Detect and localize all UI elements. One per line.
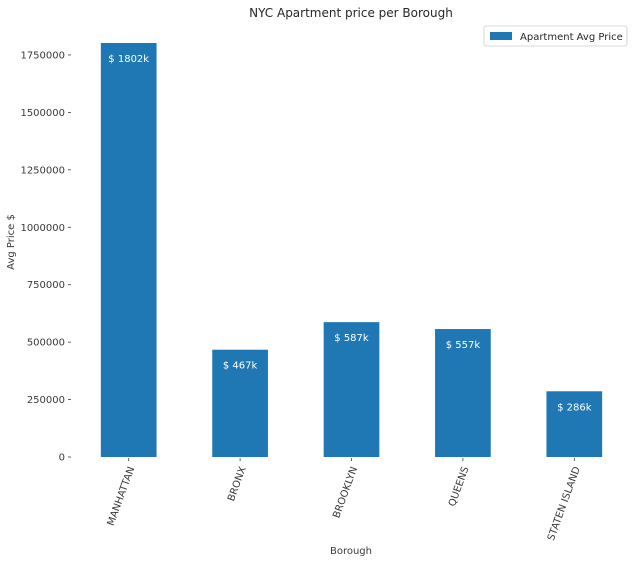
bars — [100, 43, 603, 457]
y-tick-label: 1500000 — [20, 108, 65, 119]
bar-data-label: $ 557k — [446, 340, 481, 351]
x-tick-label: BROOKLYN — [331, 465, 360, 519]
bar-data-label: $ 587k — [334, 333, 369, 344]
title-layer: NYC Apartment price per Borough — [249, 6, 453, 20]
bar-brooklyn — [323, 322, 380, 457]
legend-frame — [483, 25, 628, 47]
y-tick-label: 250000 — [27, 395, 65, 406]
legend-swatch — [490, 32, 512, 40]
x-tick-label: QUEENS — [447, 465, 472, 508]
x-tick-label: BRONX — [226, 465, 249, 503]
y-tick-label: 500000 — [27, 338, 65, 349]
bar-data-label: $ 286k — [557, 402, 592, 413]
chart-title: NYC Apartment price per Borough — [249, 6, 453, 20]
legend-label: Apartment Avg Price — [520, 32, 623, 43]
y-tick-label: 0 — [59, 453, 65, 464]
x-tick-label: STATEN ISLAND — [546, 465, 583, 542]
bar-staten-island — [546, 391, 603, 457]
bar-data-label: $ 1802k — [108, 54, 149, 65]
bar-manhattan — [100, 43, 157, 457]
bar-queens — [435, 329, 491, 457]
bar-bronx — [212, 349, 268, 457]
y-tick-label: 750000 — [27, 280, 65, 291]
x-axis-label: Borough — [330, 546, 372, 557]
y-axis-ticks: 0 250000 500000 750000 1000000 1250000 1500000… — [20, 50, 71, 464]
x-tick-label: MANHATTAN — [106, 465, 138, 527]
y-tick-label: 1750000 — [20, 50, 65, 61]
y-tick-label: 1000000 — [20, 223, 65, 234]
y-tick-label: 1250000 — [20, 165, 65, 176]
axis-labels: Avg Price $ Borough — [6, 214, 372, 557]
y-axis-label: Avg Price $ — [6, 214, 17, 270]
bar-data-label: $ 467k — [223, 361, 258, 372]
legend: Apartment Avg Price — [483, 25, 628, 47]
bar-data-labels: $ 1802k $ 467k $ 587k $ 557k $ 286k — [108, 54, 591, 413]
x-axis-ticks: MANHATTAN BRONX BROOKLYN QUEENS STATEN ISLAN… — [106, 458, 583, 542]
